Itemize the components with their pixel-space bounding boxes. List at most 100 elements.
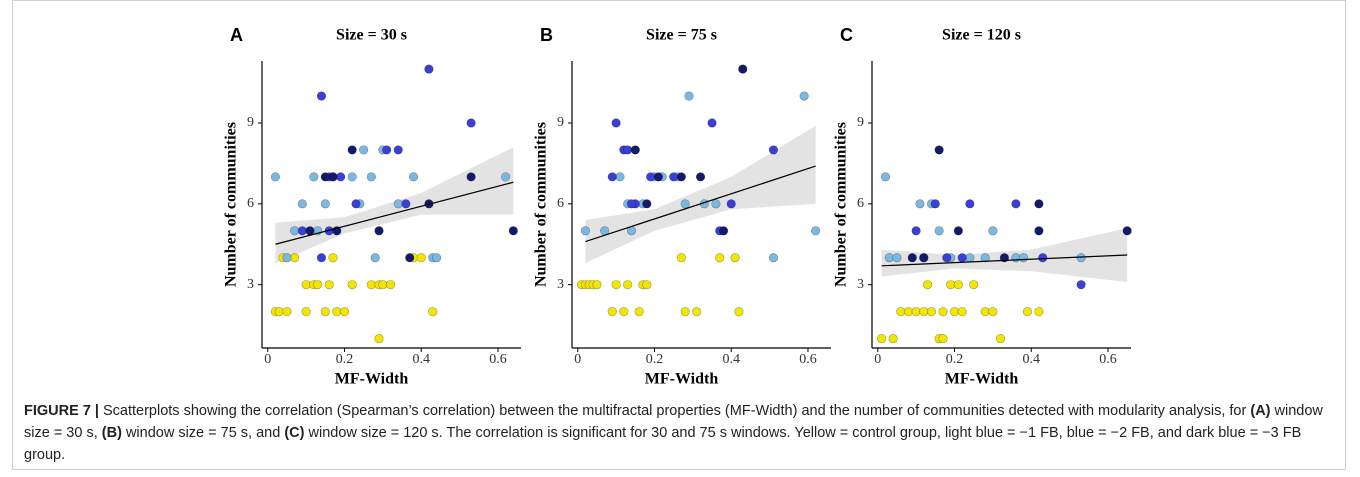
point: [642, 280, 652, 290]
point: [646, 172, 656, 182]
point: [611, 280, 621, 290]
panel-title: Size = 75 s: [646, 27, 717, 44]
point: [953, 280, 963, 290]
point: [623, 280, 633, 290]
point: [320, 199, 330, 209]
point: [923, 280, 933, 290]
point: [642, 199, 652, 209]
point: [988, 307, 998, 317]
y-tick-label: 6: [857, 196, 864, 211]
point: [684, 91, 694, 101]
point: [424, 64, 434, 74]
panel-letter: C: [840, 25, 853, 45]
point: [669, 172, 679, 182]
fit-line: [881, 254, 1128, 267]
caption-text: window size = 30 s,: [24, 403, 1323, 441]
chart: 3 6 9 0 0.2 0.4 0.6 A Size = 30 s MF-Width Number …: [223, 25, 1132, 388]
point: [734, 307, 744, 317]
panel-letter: B: [540, 25, 553, 45]
point: [1018, 253, 1029, 263]
panel-letter: A: [230, 25, 243, 45]
point: [695, 172, 706, 182]
point: [1034, 226, 1044, 236]
point: [347, 280, 357, 290]
point: [630, 145, 640, 155]
point: [957, 253, 967, 263]
point: [501, 172, 511, 182]
point: [1122, 226, 1132, 236]
x-axis-title: MF-Width: [645, 371, 719, 388]
point: [680, 199, 690, 209]
x-tick-label: 0.2: [946, 352, 964, 367]
point: [942, 253, 952, 263]
point: [282, 253, 292, 263]
point: [926, 307, 937, 317]
point: [401, 199, 411, 209]
point: [980, 253, 990, 263]
caption-text: (A): [1250, 403, 1271, 419]
point: [328, 172, 338, 182]
y-axis-title: Number of communities: [223, 122, 240, 287]
x-axis-title: MF-Width: [335, 371, 409, 388]
caption-text: FIGURE 7 |: [24, 403, 99, 419]
point: [611, 118, 621, 128]
y-tick-label: 9: [557, 115, 564, 130]
x-tick-label: 0.4: [412, 352, 430, 367]
point: [768, 145, 779, 155]
point: [332, 307, 342, 317]
point: [290, 253, 300, 263]
point: [738, 64, 748, 74]
point: [382, 145, 392, 155]
point: [359, 145, 369, 155]
point: [730, 253, 740, 263]
point: [995, 333, 1006, 344]
point: [619, 307, 629, 317]
point: [347, 145, 357, 155]
point: [892, 253, 902, 263]
x-tick-label: 0.6: [1099, 352, 1117, 367]
point: [915, 199, 925, 209]
point: [1034, 307, 1044, 317]
x-tick-label: 0.6: [489, 352, 507, 367]
panel-title: Size = 30 s: [336, 27, 407, 44]
point: [768, 253, 779, 263]
y-tick-label: 3: [857, 277, 864, 292]
point: [876, 333, 887, 344]
fit-line: [585, 165, 816, 243]
point: [393, 199, 403, 209]
point: [274, 307, 284, 317]
point: [580, 226, 591, 236]
figure-frame: [12, 0, 1346, 470]
point: [715, 253, 725, 263]
point: [405, 253, 415, 263]
y-tick-label: 6: [557, 196, 564, 211]
caption: FIGURE 7 | Scatterplots showing the corr…: [24, 400, 1334, 466]
point: [965, 253, 975, 263]
point: [811, 226, 821, 236]
point: [1011, 199, 1021, 209]
point: [884, 253, 894, 263]
point: [313, 280, 323, 290]
point: [969, 280, 979, 290]
x-tick-label: 0: [874, 352, 881, 367]
point: [880, 172, 891, 182]
point: [888, 333, 898, 344]
caption-text: (C): [284, 425, 305, 441]
point: [957, 307, 967, 317]
point: [680, 307, 690, 317]
point: [607, 307, 617, 317]
point: [366, 172, 376, 182]
confidence-band: [585, 125, 816, 264]
y-tick-label: 3: [247, 277, 254, 292]
point: [799, 91, 809, 101]
panel-title: Size = 120 s: [942, 27, 1021, 44]
point: [270, 172, 281, 182]
x-tick-label: 0: [574, 352, 581, 367]
x-tick-label: 0: [264, 352, 271, 367]
point: [653, 172, 663, 182]
point: [320, 172, 330, 182]
caption-text: Scatterplots showing the correlation (Sp…: [98, 403, 1251, 419]
point: [1022, 307, 1033, 317]
x-tick-label: 0.2: [646, 352, 664, 367]
